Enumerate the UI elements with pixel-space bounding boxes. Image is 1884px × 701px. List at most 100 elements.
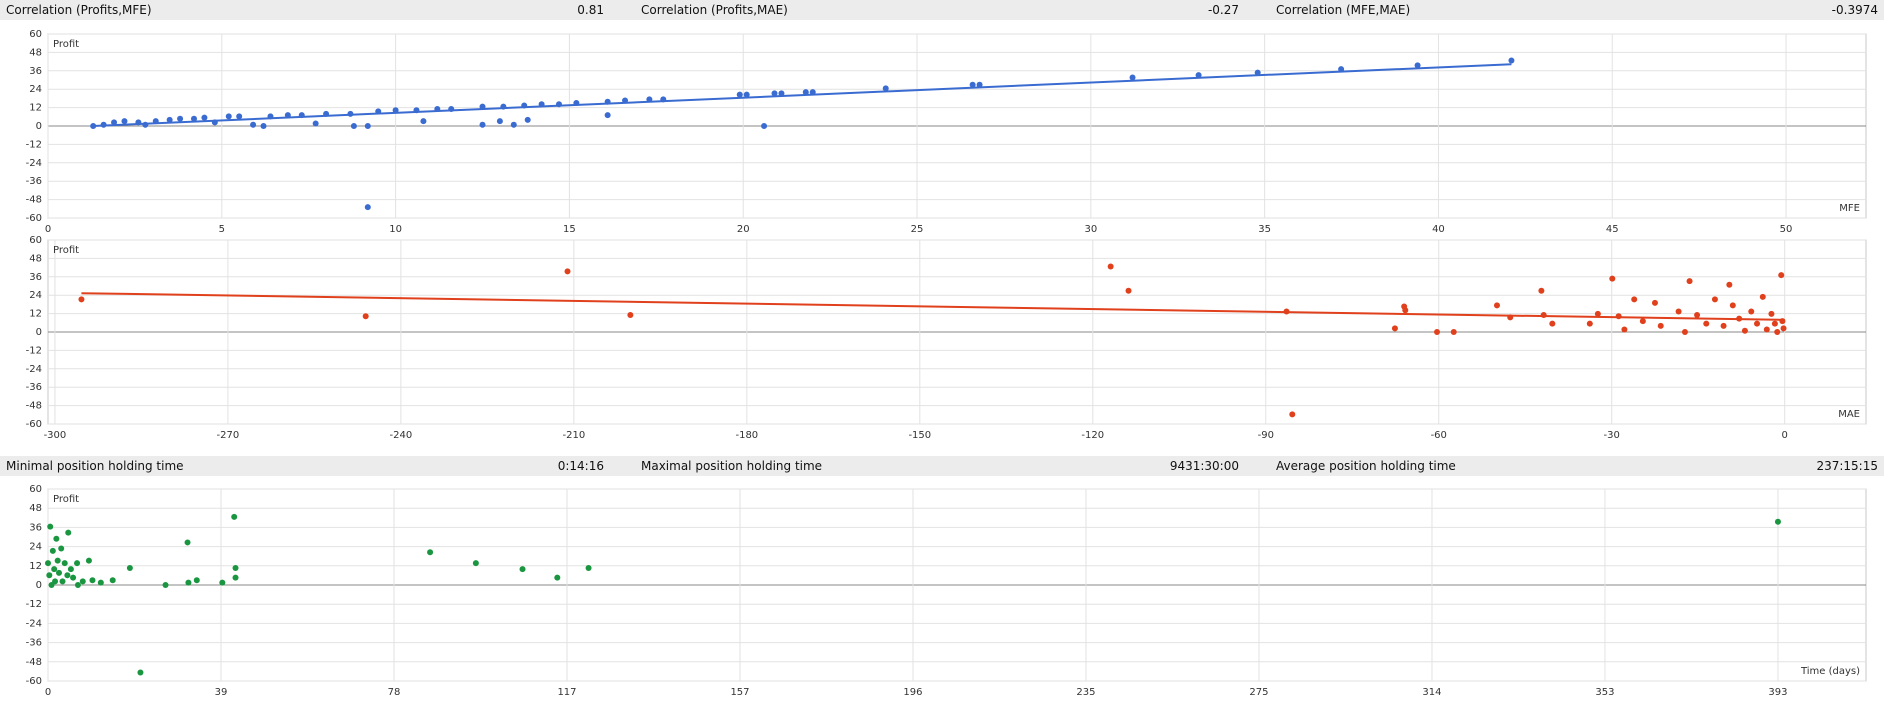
y-tick-label: 24 (29, 84, 42, 95)
x-tick-label: -210 (563, 430, 586, 441)
point (1639, 318, 1646, 325)
point (604, 98, 611, 105)
point (627, 311, 634, 318)
point (1125, 287, 1132, 294)
x-tick-label: 0 (45, 687, 51, 698)
stat-label: Maximal position holding time (641, 459, 823, 473)
point (284, 112, 291, 119)
point (74, 582, 81, 588)
point (61, 560, 68, 567)
point (109, 577, 116, 584)
point (392, 107, 399, 114)
point (85, 557, 92, 564)
stat-value: 0:14:16 (557, 459, 604, 473)
point (364, 204, 371, 211)
point (1621, 326, 1628, 333)
point (364, 123, 371, 129)
stats-bar: Minimal position holding time 0:14:16 Ma… (0, 456, 1884, 476)
point (771, 90, 778, 97)
y-tick-label: 48 (29, 253, 42, 264)
point (413, 107, 420, 114)
stat-label: Correlation (Profits,MFE) (6, 3, 152, 17)
point (564, 268, 571, 275)
point (1778, 272, 1785, 279)
point (137, 669, 144, 676)
y-tick-label: 60 (29, 29, 42, 40)
point (554, 574, 561, 581)
point (350, 123, 357, 129)
x-tick-label: 157 (730, 687, 749, 698)
y-tick-label: 24 (29, 542, 42, 553)
x-tick-label: 25 (911, 224, 924, 235)
point (802, 89, 809, 96)
point (1703, 320, 1710, 327)
y-tick-label: 36 (29, 66, 42, 77)
point (45, 560, 51, 567)
point (1741, 327, 1748, 334)
point (260, 123, 267, 129)
point (1450, 329, 1457, 335)
x-tick-label: 39 (215, 687, 228, 698)
y-tick-label: -12 (26, 139, 42, 150)
point (604, 112, 611, 119)
stat-value: -0.27 (1207, 3, 1239, 17)
point (1711, 296, 1718, 303)
point (1729, 302, 1736, 309)
y-tick-label: 0 (36, 121, 42, 132)
point (211, 119, 218, 126)
point (193, 577, 200, 584)
point (660, 96, 667, 103)
point (74, 560, 81, 567)
point (162, 582, 169, 588)
x-tick-label: 393 (1768, 687, 1787, 698)
point (1508, 57, 1515, 64)
point (1779, 318, 1786, 325)
x-tick-label: 20 (737, 224, 750, 235)
point (347, 110, 354, 117)
x-tick-label: 30 (1084, 224, 1097, 235)
point (1631, 296, 1638, 303)
point (67, 566, 74, 573)
x-tick-label: 314 (1422, 687, 1441, 698)
y-tick-label: -24 (26, 364, 42, 375)
x-tick-label: 40 (1432, 224, 1445, 235)
y-tick-label: -12 (26, 345, 42, 356)
x-tick-label: 0 (45, 224, 51, 235)
y-tick-label: 12 (29, 309, 42, 320)
y-tick-label: 36 (29, 522, 42, 533)
point (1129, 74, 1136, 81)
point (135, 119, 142, 126)
point (219, 579, 226, 586)
point (1434, 329, 1441, 335)
point (58, 545, 65, 552)
point (56, 569, 63, 576)
point (1594, 310, 1601, 317)
point (1549, 320, 1556, 327)
point (46, 572, 53, 579)
x-tick-label: -180 (735, 430, 758, 441)
stat-value: 0.81 (577, 3, 604, 17)
point (427, 549, 434, 556)
point (49, 547, 56, 554)
stat-value: 9431:30:00 (1169, 459, 1239, 473)
point (519, 566, 526, 573)
point (201, 114, 208, 121)
y-tick-label: -60 (26, 676, 42, 687)
point (448, 105, 455, 112)
point (97, 579, 104, 586)
x-axis-label: MFE (1839, 203, 1860, 214)
y-axis-label: Profit (53, 39, 79, 50)
stat-label: Correlation (MFE,MAE) (1276, 3, 1411, 17)
x-tick-label: -90 (1258, 430, 1274, 441)
point (573, 100, 580, 106)
point (1736, 315, 1743, 322)
point (78, 296, 85, 303)
y-tick-label: -36 (26, 176, 42, 187)
point (121, 118, 128, 125)
stat-label: Minimal position holding time (6, 459, 184, 473)
point (1726, 281, 1733, 288)
point (1686, 278, 1693, 285)
y-tick-label: 12 (29, 561, 42, 572)
point (64, 572, 71, 579)
y-tick-label: -60 (26, 419, 42, 430)
